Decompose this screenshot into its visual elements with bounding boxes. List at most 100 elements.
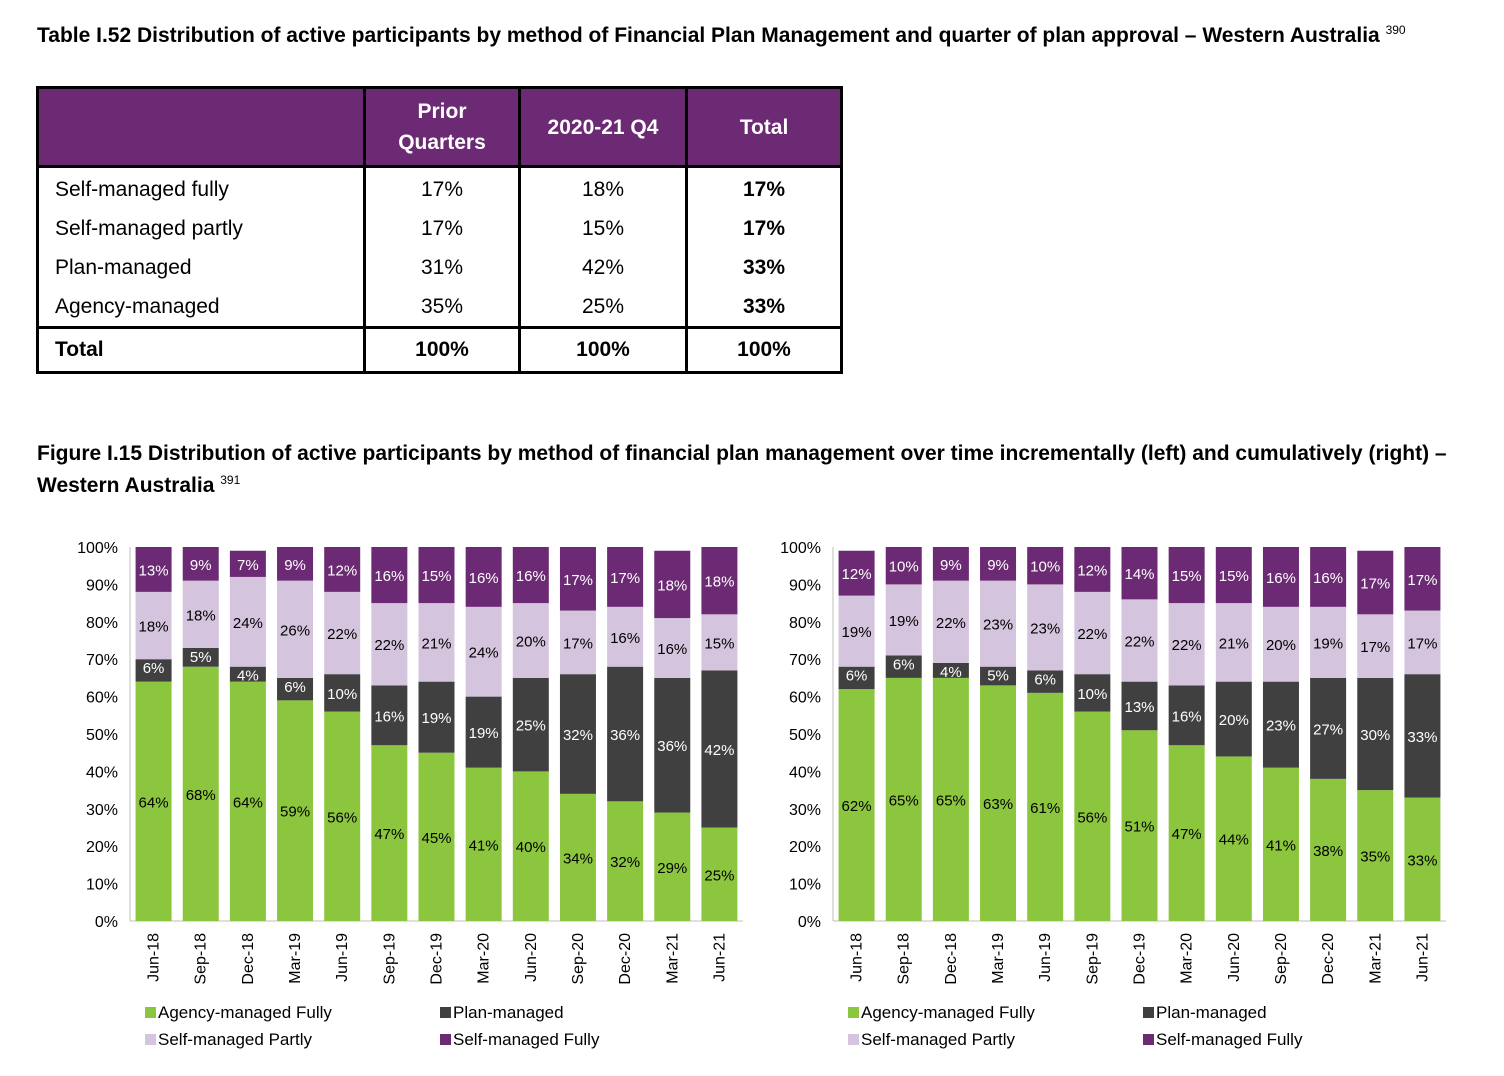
bar-agency-managed-fully (418, 752, 455, 921)
figure-title-text: Figure I.15 Distribution of active parti… (37, 442, 1447, 497)
data-label: 18% (139, 619, 169, 636)
bar-self-managed-partly (1404, 610, 1441, 675)
data-label: 17% (610, 570, 640, 587)
bar-plan-managed (1215, 681, 1252, 757)
bar-self-managed-partly (418, 603, 455, 682)
cell-total: 33% (685, 248, 843, 287)
data-label: 36% (610, 727, 640, 744)
bar-self-managed-partly (559, 610, 596, 675)
data-label: 33% (1407, 852, 1437, 869)
bar-self-managed-partly (1074, 591, 1111, 675)
x-tick-label: Dec-20 (617, 933, 634, 985)
chart-incremental: 0% 10% 20% 30% 40% 50% 60% 70% 80% 90% 100% 64% 6% 18… (60, 530, 760, 1060)
bar-self-managed-fully (229, 550, 266, 577)
x-tick-label: Dec-19 (1132, 933, 1149, 985)
bar-self-managed-partly (607, 606, 644, 667)
data-label: 10% (889, 559, 919, 576)
row-label: Plan-managed (36, 248, 366, 287)
data-label: 36% (657, 738, 687, 755)
data-label: 27% (1313, 721, 1343, 738)
legend-label: Self-managed Partly (158, 1030, 313, 1049)
data-label: 24% (233, 615, 263, 632)
data-label: 38% (1313, 843, 1343, 860)
bar-plan-managed (229, 666, 266, 682)
data-label: 9% (940, 557, 962, 574)
data-label: 22% (374, 637, 404, 654)
bar-agency-managed-fully (135, 681, 172, 921)
data-label: 64% (139, 794, 169, 811)
bar-agency-managed-fully (1262, 767, 1299, 921)
data-label: 5% (190, 649, 212, 666)
data-label: 47% (1172, 826, 1202, 843)
bar-self-managed-fully (1404, 547, 1441, 611)
cell-prior: 17% (363, 209, 521, 248)
bar-plan-managed (1074, 674, 1111, 712)
data-label: 42% (704, 742, 734, 759)
legend-swatch-self-managed-partly (848, 1034, 859, 1045)
total-q4: 100% (518, 326, 688, 374)
bar-self-managed-fully (1357, 550, 1394, 615)
legend-label: Agency-managed Fully (861, 1003, 1035, 1022)
table-row: Plan-managed 31% 42% 33% (36, 248, 843, 287)
bar-plan-managed (1168, 685, 1205, 746)
bar-self-managed-fully (701, 547, 738, 615)
bar-plan-managed (1357, 677, 1394, 791)
x-tick-label: Dec-19 (429, 933, 446, 985)
bar-plan-managed (1027, 670, 1064, 693)
legend-swatch-self-managed-fully (440, 1034, 451, 1045)
data-label: 12% (842, 566, 872, 583)
cell-q4: 18% (518, 166, 688, 209)
bar-agency-managed-fully (1074, 711, 1111, 921)
data-label: 13% (1124, 699, 1154, 716)
data-label: 18% (704, 574, 734, 591)
data-label: 22% (1124, 634, 1154, 651)
x-tick-label: Sep-19 (381, 933, 398, 985)
bar-self-managed-fully (980, 547, 1017, 581)
x-tick-label: Dec-20 (1320, 933, 1337, 985)
bar-self-managed-partly (182, 580, 219, 648)
bar-plan-managed (371, 685, 408, 746)
bar-plan-managed (932, 662, 969, 678)
x-tick-label: Mar-19 (287, 933, 304, 984)
y-tick-label: 70% (86, 652, 118, 669)
x-tick-label: Dec-18 (943, 933, 960, 985)
data-label: 19% (469, 725, 499, 742)
x-tick-label: Sep-18 (193, 933, 210, 985)
data-label: 17% (1360, 639, 1390, 656)
data-label: 23% (983, 617, 1013, 634)
x-tick-label: Jun-19 (334, 933, 351, 982)
figure-footnote: 391 (220, 473, 241, 487)
data-label: 16% (374, 708, 404, 725)
bar-agency-managed-fully (701, 827, 738, 921)
data-label: 16% (1313, 570, 1343, 587)
y-tick-label: 10% (789, 877, 821, 894)
table-title-text: Table I.52 Distribution of active partic… (37, 24, 1380, 47)
data-label: 15% (704, 635, 734, 652)
x-tick-label: Sep-19 (1084, 933, 1101, 985)
distribution-table: Prior Quarters 2020-21 Q4 Total Self-mana… (36, 86, 843, 374)
data-label: 17% (563, 572, 593, 589)
data-label: 19% (1313, 635, 1343, 652)
bar-self-managed-fully (512, 547, 549, 604)
data-label: 10% (1030, 559, 1060, 576)
data-label: 16% (469, 570, 499, 587)
bar-self-managed-fully (838, 550, 875, 596)
bar-agency-managed-fully (277, 700, 314, 921)
x-tick-label: Mar-20 (476, 933, 493, 984)
data-label: 23% (1266, 718, 1296, 735)
data-label: 10% (1077, 686, 1107, 703)
legend-swatch-plan-managed (1143, 1007, 1154, 1018)
chart-svg: 0% 10% 20% 30% 40% 50% 60% 70% 80% 90% 100% 62% 6% 19… (780, 540, 1446, 1049)
y-tick-label: 30% (86, 802, 118, 819)
x-tick-label: Mar-21 (1367, 933, 1384, 984)
legend-swatch-agency-managed-fully (145, 1007, 156, 1018)
data-label: 18% (186, 607, 216, 624)
data-label: 22% (936, 615, 966, 632)
y-tick-label: 10% (86, 877, 118, 894)
y-tick-label: 70% (789, 652, 821, 669)
bar-plan-managed (607, 666, 644, 802)
bar-self-managed-partly (135, 591, 172, 660)
x-tick-label: Jun-20 (1226, 933, 1243, 982)
bar-agency-managed-fully (512, 771, 549, 921)
data-label: 16% (374, 568, 404, 585)
